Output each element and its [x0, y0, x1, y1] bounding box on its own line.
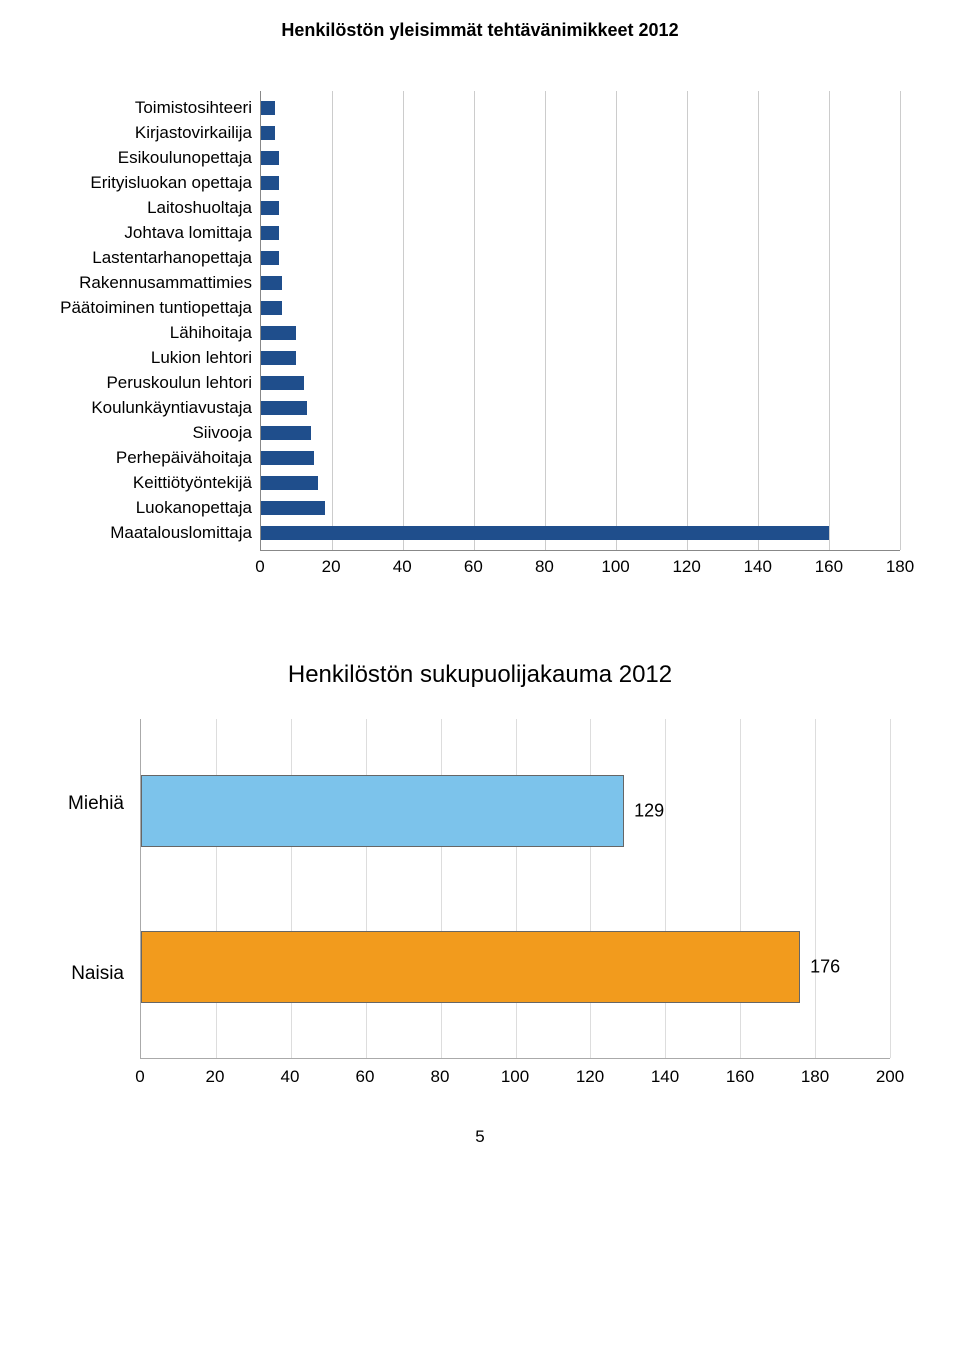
chart1-bar	[261, 351, 296, 365]
chart1-x-tick: 140	[744, 557, 772, 577]
chart2-gridline	[740, 719, 741, 1058]
chart2-x-tick: 100	[501, 1067, 529, 1087]
chart1-bar	[261, 326, 296, 340]
chart1-bar	[261, 376, 304, 390]
chart1-x-tick: 120	[672, 557, 700, 577]
chart1-bar	[261, 276, 282, 290]
chart2-x-tick: 180	[801, 1067, 829, 1087]
chart2-x-tick: 120	[576, 1067, 604, 1087]
chart1-category-label: Esikoulunopettaja	[0, 145, 260, 170]
chart1-category-label: Lukion lehtori	[0, 345, 260, 370]
chart1-bar	[261, 201, 279, 215]
chart1-bar	[261, 101, 275, 115]
chart2-x-tick: 20	[206, 1067, 225, 1087]
chart1-plot-area	[260, 91, 900, 551]
chart2-title: Henkilöstön sukupuolijakauma 2012	[0, 661, 960, 689]
chart1-x-tick: 0	[255, 557, 264, 577]
chart2-bar	[141, 931, 800, 1003]
chart1-bar	[261, 301, 282, 315]
chart1-gridline	[900, 91, 901, 550]
chart1-gridline	[829, 91, 830, 550]
chart1-bar	[261, 151, 279, 165]
chart1-bar	[261, 451, 314, 465]
chart2-plot: 129176 020406080100120140160180200	[140, 719, 890, 1087]
chart1-category-label: Perhepäivähoitaja	[0, 445, 260, 470]
chart2-gridline	[291, 719, 292, 1058]
chart1-x-tick: 60	[464, 557, 483, 577]
chart2-category-labels: MiehiäNaisia	[40, 719, 140, 1087]
chart1-category-label: Peruskoulun lehtori	[0, 370, 260, 395]
chart2-bar	[141, 775, 624, 847]
chart1-gridline	[758, 91, 759, 550]
chart1-x-tick: 100	[601, 557, 629, 577]
chart1: ToimistosihteeriKirjastovirkailijaEsikou…	[0, 91, 900, 561]
chart2-x-tick: 160	[726, 1067, 754, 1087]
chart1-bar	[261, 526, 829, 540]
chart2-x-axis: 020406080100120140160180200	[140, 1059, 890, 1087]
chart2-value-label: 129	[634, 800, 664, 821]
chart2-category-label: Miehiä	[40, 719, 140, 889]
chart2-x-tick: 200	[876, 1067, 904, 1087]
chart2-gridline	[216, 719, 217, 1058]
chart2-gridline	[441, 719, 442, 1058]
chart1-gridline	[687, 91, 688, 550]
page-number: 5	[0, 1127, 960, 1147]
chart1-bar	[261, 401, 307, 415]
chart2-x-tick: 140	[651, 1067, 679, 1087]
chart1-bar	[261, 426, 311, 440]
chart1-title: Henkilöstön yleisimmät tehtävänimikkeet …	[0, 20, 960, 41]
chart1-bar	[261, 476, 318, 490]
chart2-gridline	[590, 719, 591, 1058]
chart1-x-tick: 20	[322, 557, 341, 577]
chart1-gridline	[616, 91, 617, 550]
chart1-bar	[261, 251, 279, 265]
chart2-x-tick: 40	[281, 1067, 300, 1087]
chart1-plot: 020406080100120140160180	[260, 91, 900, 561]
chart1-gridline	[545, 91, 546, 550]
chart1-category-label: Toimistosihteeri	[0, 95, 260, 120]
chart1-category-label: Siivooja	[0, 420, 260, 445]
chart2-category-label: Naisia	[40, 889, 140, 1059]
chart2: MiehiäNaisia 129 176 0 20 40 60 80 100 120 140 16…	[40, 719, 890, 1087]
chart1-bar	[261, 226, 279, 240]
chart1-gridline	[403, 91, 404, 550]
chart1-gridline	[474, 91, 475, 550]
chart1-category-label: Keittiötyöntekijä	[0, 470, 260, 495]
chart2-x-tick: 80	[431, 1067, 450, 1087]
chart2-gridline	[366, 719, 367, 1058]
chart1-category-label: Lähihoitaja	[0, 320, 260, 345]
chart2-x-tick: 60	[356, 1067, 375, 1087]
chart1-category-label: Rakennusammattimies	[0, 270, 260, 295]
chart1-x-axis: 020406080100120140160180	[260, 551, 900, 579]
chart2-gridline	[665, 719, 666, 1058]
chart1-bar	[261, 176, 279, 190]
chart1-category-label: Lastentarhanopettaja	[0, 245, 260, 270]
chart2-gridline	[815, 719, 816, 1058]
chart2-plot-area: 129 176	[140, 719, 890, 1059]
chart2-x-tick: 0	[135, 1067, 144, 1087]
chart1-category-label: Erityisluokan opettaja	[0, 170, 260, 195]
chart1-gridline	[332, 91, 333, 550]
chart2-gridline	[890, 719, 891, 1058]
chart1-bar	[261, 126, 275, 140]
chart1-category-label: Päätoiminen tuntiopettaja	[0, 295, 260, 320]
chart1-x-tick: 40	[393, 557, 412, 577]
chart1-category-label: Laitoshuoltaja	[0, 195, 260, 220]
chart1-x-tick: 80	[535, 557, 554, 577]
chart1-x-tick: 160	[815, 557, 843, 577]
chart1-category-label: Koulunkäyntiavustaja	[0, 395, 260, 420]
chart1-category-label: Maatalouslomittaja	[0, 520, 260, 545]
chart1-category-label: Kirjastovirkailija	[0, 120, 260, 145]
chart1-x-tick: 180	[886, 557, 914, 577]
chart1-category-label: Johtava lomittaja	[0, 220, 260, 245]
chart1-bar	[261, 501, 325, 515]
chart2-value-label: 176	[810, 957, 840, 978]
chart1-category-labels: ToimistosihteeriKirjastovirkailijaEsikou…	[0, 91, 260, 561]
chart1-category-label: Luokanopettaja	[0, 495, 260, 520]
chart2-gridline	[516, 719, 517, 1058]
